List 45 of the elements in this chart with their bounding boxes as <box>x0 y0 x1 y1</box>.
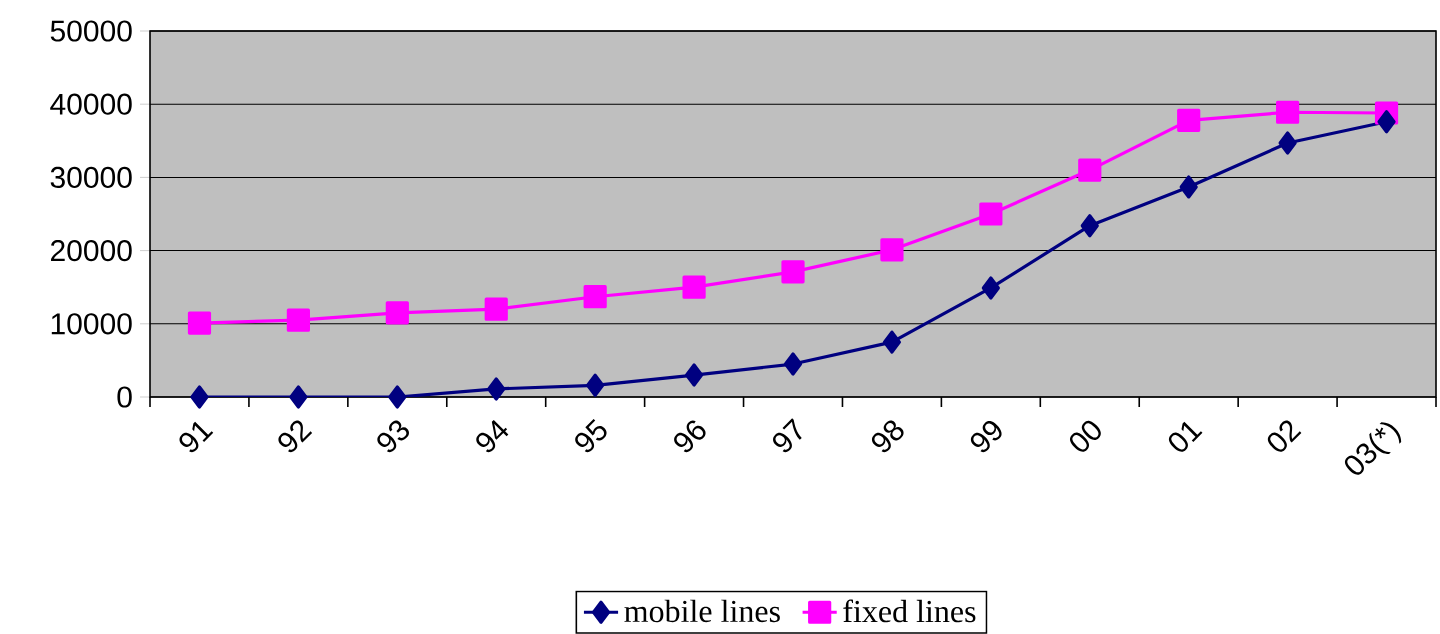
point <box>1278 131 1297 155</box>
y-tick-label: 10000 <box>51 313 132 335</box>
point <box>1179 175 1198 199</box>
y-tick-label: 30000 <box>50 166 132 189</box>
x-tick-label: 98 <box>871 420 904 453</box>
point <box>781 260 805 284</box>
x-tick-label: 00 <box>1069 420 1101 452</box>
x-tick-label: 02 <box>1267 420 1302 452</box>
point <box>286 308 310 332</box>
point <box>190 385 209 409</box>
point <box>783 352 803 376</box>
x-tick-label: 95 <box>575 418 607 453</box>
x-tick-label: 93 <box>377 420 409 453</box>
point <box>1276 100 1300 124</box>
x-tick-label: 91 <box>179 421 214 453</box>
x-tick-label: 97 <box>773 418 802 453</box>
point <box>1078 158 1102 182</box>
point <box>979 202 1003 226</box>
point <box>385 301 409 325</box>
point <box>187 311 212 335</box>
point <box>586 373 605 397</box>
x-tick-label: 01 <box>1168 421 1203 452</box>
y-tick-label: 0 <box>117 386 132 408</box>
point <box>684 363 704 387</box>
point <box>682 275 706 299</box>
x-tick-label: 94 <box>476 419 509 453</box>
point <box>1177 108 1201 132</box>
point <box>484 297 508 321</box>
y-tick-label: 50000 <box>50 20 132 42</box>
point <box>289 385 308 409</box>
point <box>1080 214 1099 238</box>
point <box>882 330 902 354</box>
x-tick-label: 96 <box>674 420 706 453</box>
y-tick-label: 40000 <box>50 93 132 115</box>
legend-label: fixed lines <box>843 599 976 623</box>
point <box>487 377 506 401</box>
point <box>981 276 1000 300</box>
x-tick-label: 99 <box>970 420 1002 453</box>
y-tick-label: 20000 <box>51 239 132 262</box>
point <box>880 238 904 262</box>
point <box>388 385 407 409</box>
point <box>583 285 607 309</box>
x-tick-label: 92 <box>278 420 313 453</box>
point <box>1377 110 1396 134</box>
legend-label: mobile lines <box>624 599 780 623</box>
